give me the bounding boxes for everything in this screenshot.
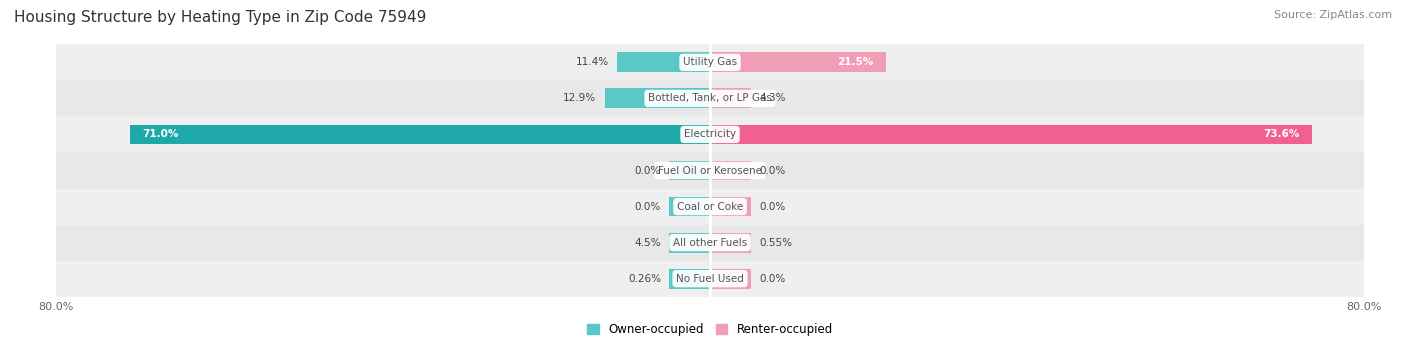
- Text: 21.5%: 21.5%: [837, 57, 873, 68]
- Text: 0.0%: 0.0%: [759, 273, 786, 284]
- Text: 0.26%: 0.26%: [628, 273, 661, 284]
- Text: Electricity: Electricity: [683, 130, 737, 139]
- Bar: [56, 261, 1364, 297]
- Bar: [669, 161, 710, 180]
- Text: Bottled, Tank, or LP Gas: Bottled, Tank, or LP Gas: [648, 93, 772, 103]
- Bar: [710, 233, 751, 252]
- Text: 0.55%: 0.55%: [759, 238, 792, 248]
- Text: 0.0%: 0.0%: [759, 202, 786, 211]
- Bar: [56, 152, 1364, 189]
- Bar: [710, 124, 1312, 144]
- Text: 4.3%: 4.3%: [759, 93, 786, 103]
- Text: 0.0%: 0.0%: [634, 202, 661, 211]
- Text: Housing Structure by Heating Type in Zip Code 75949: Housing Structure by Heating Type in Zip…: [14, 10, 426, 25]
- Text: Utility Gas: Utility Gas: [683, 57, 737, 68]
- Bar: [617, 53, 710, 72]
- Bar: [669, 269, 710, 288]
- Text: 12.9%: 12.9%: [564, 93, 596, 103]
- Text: No Fuel Used: No Fuel Used: [676, 273, 744, 284]
- Bar: [129, 124, 710, 144]
- Bar: [710, 53, 886, 72]
- Bar: [56, 116, 1364, 152]
- Bar: [710, 89, 751, 108]
- Text: Fuel Oil or Kerosene: Fuel Oil or Kerosene: [658, 165, 762, 176]
- Bar: [710, 161, 751, 180]
- Bar: [56, 80, 1364, 116]
- Text: 73.6%: 73.6%: [1263, 130, 1299, 139]
- Text: Coal or Coke: Coal or Coke: [676, 202, 744, 211]
- Bar: [605, 89, 710, 108]
- Text: All other Fuels: All other Fuels: [673, 238, 747, 248]
- Legend: Owner-occupied, Renter-occupied: Owner-occupied, Renter-occupied: [586, 323, 834, 336]
- Text: 71.0%: 71.0%: [142, 130, 179, 139]
- Bar: [669, 197, 710, 217]
- Text: 0.0%: 0.0%: [759, 165, 786, 176]
- Text: 11.4%: 11.4%: [575, 57, 609, 68]
- Bar: [56, 44, 1364, 80]
- Bar: [56, 189, 1364, 225]
- Bar: [710, 197, 751, 217]
- Bar: [56, 225, 1364, 261]
- Bar: [710, 269, 751, 288]
- Text: 0.0%: 0.0%: [634, 165, 661, 176]
- Text: Source: ZipAtlas.com: Source: ZipAtlas.com: [1274, 10, 1392, 20]
- Text: 4.5%: 4.5%: [634, 238, 661, 248]
- Bar: [669, 233, 710, 252]
